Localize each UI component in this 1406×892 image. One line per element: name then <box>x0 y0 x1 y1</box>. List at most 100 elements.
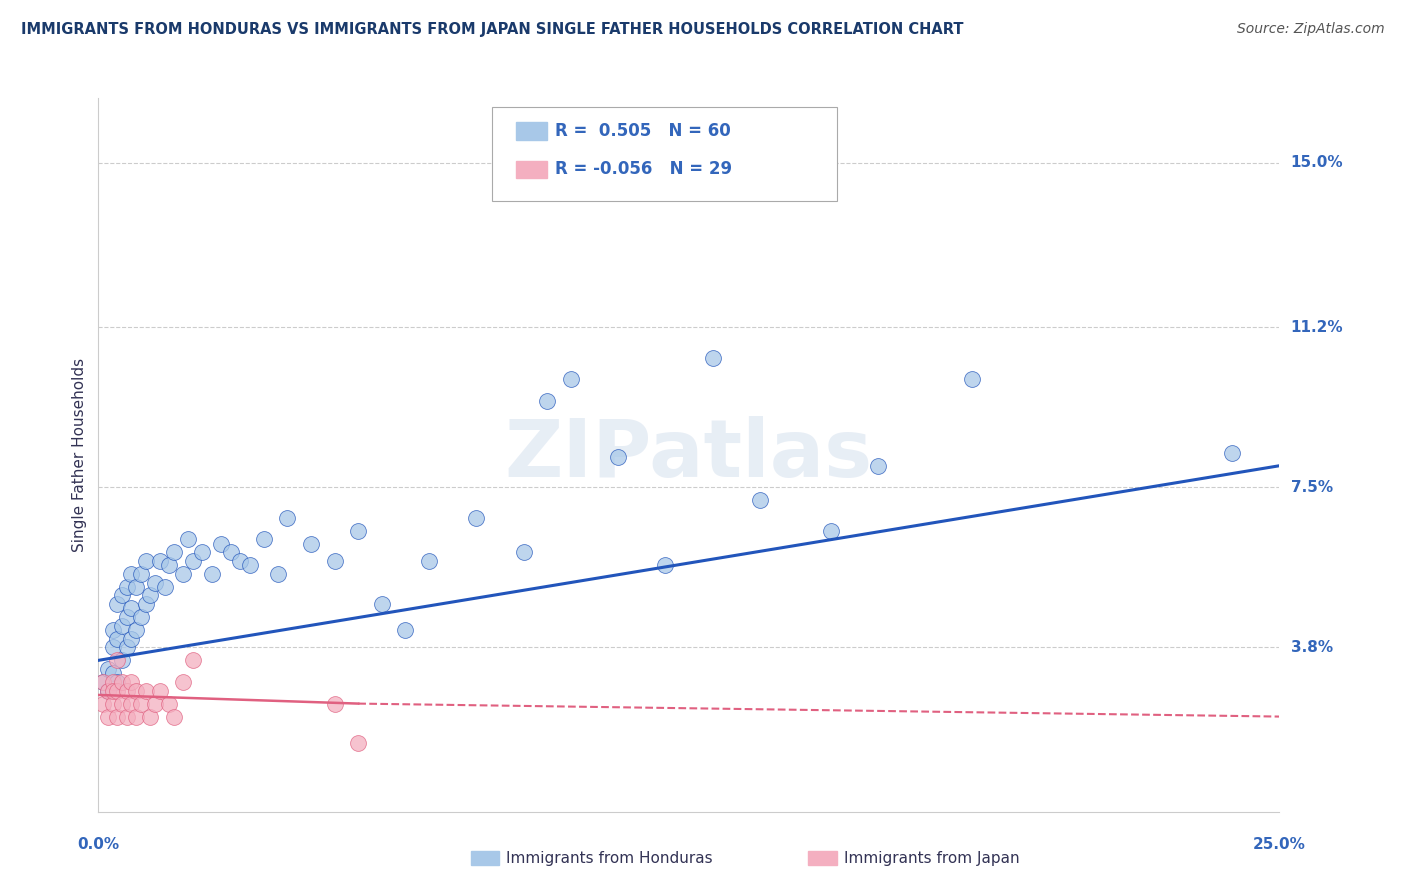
Point <box>191 545 214 559</box>
Point <box>101 697 124 711</box>
Point <box>654 558 676 573</box>
Point <box>163 709 186 723</box>
Text: 11.2%: 11.2% <box>1291 320 1343 334</box>
Point <box>97 662 120 676</box>
Point <box>115 683 138 698</box>
Point <box>1220 446 1243 460</box>
Point <box>371 597 394 611</box>
Point <box>105 597 128 611</box>
Point <box>181 653 204 667</box>
Point <box>105 683 128 698</box>
Text: Source: ZipAtlas.com: Source: ZipAtlas.com <box>1237 22 1385 37</box>
Point <box>111 675 134 690</box>
Point <box>820 524 842 538</box>
Text: Immigrants from Honduras: Immigrants from Honduras <box>506 851 713 865</box>
Point <box>125 580 148 594</box>
Point <box>105 632 128 646</box>
Text: ZIPatlas: ZIPatlas <box>505 416 873 494</box>
Point <box>418 554 440 568</box>
Point <box>153 580 176 594</box>
Point <box>115 580 138 594</box>
Point <box>323 554 346 568</box>
Point <box>105 709 128 723</box>
Point <box>201 566 224 581</box>
Text: 25.0%: 25.0% <box>1253 837 1306 852</box>
Point <box>149 683 172 698</box>
Text: 3.8%: 3.8% <box>1291 640 1333 655</box>
Point <box>111 697 134 711</box>
Point <box>97 683 120 698</box>
Point <box>91 675 114 690</box>
Text: IMMIGRANTS FROM HONDURAS VS IMMIGRANTS FROM JAPAN SINGLE FATHER HOUSEHOLDS CORRE: IMMIGRANTS FROM HONDURAS VS IMMIGRANTS F… <box>21 22 963 37</box>
Point <box>101 623 124 637</box>
Point <box>111 653 134 667</box>
Point <box>323 697 346 711</box>
Point <box>129 610 152 624</box>
Point <box>560 372 582 386</box>
Point <box>101 675 124 690</box>
Point <box>139 589 162 603</box>
Point <box>91 697 114 711</box>
Point <box>125 623 148 637</box>
Point <box>143 697 166 711</box>
Point <box>111 619 134 633</box>
Point <box>135 554 157 568</box>
Point <box>229 554 252 568</box>
Point <box>135 597 157 611</box>
Point <box>135 683 157 698</box>
Point <box>702 351 724 365</box>
Text: 0.0%: 0.0% <box>77 837 120 852</box>
Y-axis label: Single Father Households: Single Father Households <box>72 358 87 552</box>
Point <box>115 640 138 655</box>
Point <box>143 575 166 590</box>
Point <box>125 709 148 723</box>
Point <box>97 709 120 723</box>
Point <box>239 558 262 573</box>
Point <box>347 735 370 749</box>
Point <box>267 566 290 581</box>
Point <box>181 554 204 568</box>
Point <box>91 675 114 690</box>
Point <box>299 536 322 550</box>
Point <box>209 536 232 550</box>
Point <box>115 709 138 723</box>
Text: R =  0.505   N = 60: R = 0.505 N = 60 <box>555 122 731 140</box>
Point <box>129 566 152 581</box>
Point <box>177 533 200 547</box>
Point <box>121 601 143 615</box>
Point <box>394 623 416 637</box>
Point <box>121 632 143 646</box>
Point <box>962 372 984 386</box>
Point <box>253 533 276 547</box>
Point <box>163 545 186 559</box>
Point <box>866 458 889 473</box>
Text: 15.0%: 15.0% <box>1291 155 1343 170</box>
Text: Immigrants from Japan: Immigrants from Japan <box>844 851 1019 865</box>
Point <box>172 566 194 581</box>
Point <box>465 510 488 524</box>
Point <box>125 683 148 698</box>
Point <box>607 450 630 464</box>
Point <box>512 545 534 559</box>
Point <box>101 666 124 681</box>
Point <box>157 697 180 711</box>
Point <box>219 545 242 559</box>
Point <box>111 589 134 603</box>
Point <box>139 709 162 723</box>
Point <box>101 640 124 655</box>
Point <box>101 683 124 698</box>
Text: 7.5%: 7.5% <box>1291 480 1333 495</box>
Point <box>105 675 128 690</box>
Point <box>121 566 143 581</box>
Point <box>172 675 194 690</box>
Point <box>129 697 152 711</box>
Point <box>115 610 138 624</box>
Point <box>121 675 143 690</box>
Point <box>105 653 128 667</box>
Point <box>536 393 558 408</box>
Point <box>149 554 172 568</box>
Point <box>748 493 770 508</box>
Text: R = -0.056   N = 29: R = -0.056 N = 29 <box>555 161 733 178</box>
Point <box>121 697 143 711</box>
Point <box>276 510 298 524</box>
